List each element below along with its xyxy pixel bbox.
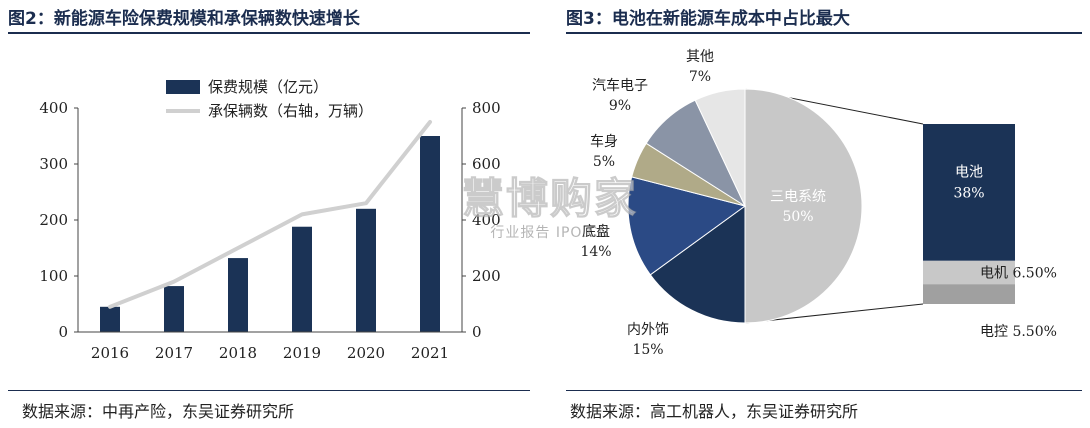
right-tick-label: 800 — [472, 99, 501, 117]
pie-label-name: 车身 — [590, 133, 618, 150]
pie-slice-内外饰 — [649, 205, 746, 324]
right-tick-label: 200 — [472, 267, 501, 285]
breakdown-label-name: 电池 — [955, 164, 983, 180]
figure3-title: 图3：电池在新能源车成本中占比最大 — [566, 9, 850, 29]
right-tick-label: 600 — [472, 155, 501, 173]
breakdown-label-controller: 电控 5.50% — [980, 324, 1057, 340]
legend-swatch-premium — [166, 80, 200, 94]
connector-bottom — [744, 303, 924, 324]
pie-label-name: 底盘 — [582, 223, 610, 240]
pie-slice-其他 — [694, 88, 746, 207]
left-tick-label: 400 — [39, 99, 68, 117]
pie-label-value: 50% — [782, 209, 813, 225]
figure3-bottom-rule — [566, 390, 1082, 391]
breakdown-segment-电池 — [923, 124, 1015, 261]
x-tick-label-2021: 2021 — [411, 344, 449, 362]
pie-label-value: 7% — [689, 69, 711, 85]
pie-label-name: 三电系统 — [770, 189, 826, 205]
left-tick-label: 200 — [39, 211, 68, 229]
premium-bar-2020 — [356, 208, 376, 332]
pie-label-value: 14% — [580, 244, 611, 260]
figure2-bottom-rule — [8, 390, 530, 391]
figure2-source: 数据来源：中再产险，东吴证券研究所 — [22, 402, 295, 421]
pie-slice-三电系统 — [744, 88, 863, 324]
x-tick-label-2017: 2017 — [155, 344, 193, 362]
left-tick-label: 100 — [39, 267, 68, 285]
pie-label-value: 9% — [609, 98, 631, 114]
right-tick-label: 400 — [472, 211, 501, 229]
legend-label-vehicles: 承保辆数（右轴，万辆） — [208, 102, 373, 120]
figure3-pie-chart: 三电系统 50% 内外饰 15% 底盘 14% 车身 5% 汽车电子 9% 其他 7% 电池 38% 电机… — [580, 49, 1057, 358]
left-tick-label: 0 — [58, 323, 68, 341]
figure3-source: 数据来源：高工机器人，东吴证券研究所 — [570, 402, 859, 421]
premium-bar-2018 — [228, 258, 248, 332]
pie-label-value: 5% — [593, 154, 615, 170]
vehicles-series-line — [108, 120, 432, 309]
x-tick-label-2020: 2020 — [347, 344, 385, 362]
pie-slice-底盘 — [627, 176, 747, 276]
x-tick-label-2018: 2018 — [219, 344, 257, 362]
breakdown-label-value: 38% — [953, 185, 984, 201]
pie-label-name: 内外饰 — [627, 322, 669, 338]
right-tick-label: 0 — [472, 323, 482, 341]
premium-bar-2016 — [100, 306, 120, 332]
figure2-combo-chart: 0 100 200 300 400 0 200 400 600 800 2016 2017 2018 20… — [39, 78, 501, 362]
breakdown-segment-电控 — [923, 284, 1015, 304]
x-tick-label-2019: 2019 — [283, 344, 321, 362]
pie-label-name: 其他 — [686, 49, 714, 65]
figure2-title-rule — [8, 32, 530, 34]
premium-bar-2021 — [420, 136, 440, 332]
x-tick-label-2016: 2016 — [91, 344, 129, 362]
figure2-title: 图2：新能源车险保费规模和承保辆数快速增长 — [8, 9, 360, 29]
pie-label-name: 汽车电子 — [592, 77, 648, 94]
pie-label-value: 15% — [632, 342, 663, 358]
chart-legend: 保费规模（亿元） 承保辆数（右轴，万辆） — [166, 78, 373, 120]
legend-label-premium: 保费规模（亿元） — [208, 78, 328, 96]
breakdown-segment-电机 — [923, 260, 1015, 285]
breakdown-label-motor: 电机 6.50% — [980, 266, 1057, 282]
figure3-title-rule — [566, 32, 1082, 34]
left-tick-label: 300 — [39, 155, 68, 173]
premium-bar-2017 — [164, 286, 184, 332]
premium-bar-2019 — [292, 226, 312, 332]
